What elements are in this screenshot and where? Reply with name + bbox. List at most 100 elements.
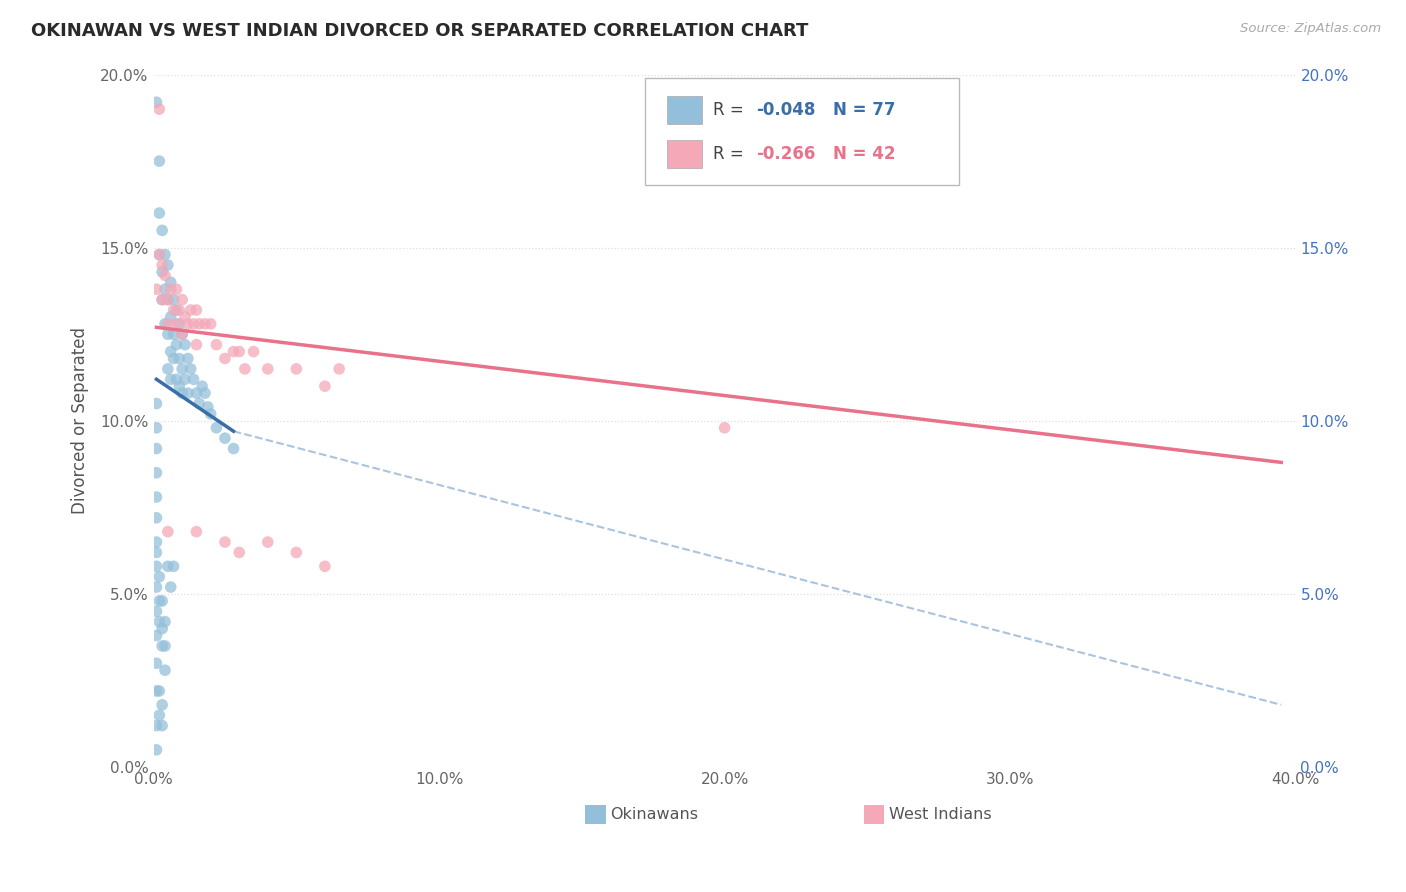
Point: [145, 396, 167, 410]
Point: [145, 490, 167, 504]
Point: [174, 337, 197, 351]
Point: [153, 639, 176, 653]
Point: [172, 293, 194, 307]
Point: [150, 594, 173, 608]
Point: [256, 535, 278, 549]
Point: [153, 282, 176, 296]
Text: -0.266: -0.266: [756, 145, 815, 162]
Bar: [668, 140, 702, 168]
Point: [177, 386, 200, 401]
Point: [172, 362, 194, 376]
Point: [148, 247, 170, 261]
Point: [162, 327, 184, 342]
Point: [150, 293, 173, 307]
Text: Okinawans: Okinawans: [610, 806, 699, 822]
Point: [186, 386, 208, 401]
Point: [145, 421, 167, 435]
Point: [159, 275, 181, 289]
Point: [228, 344, 250, 359]
Point: [153, 317, 176, 331]
Point: [145, 580, 167, 594]
Point: [177, 351, 200, 366]
Point: [172, 386, 194, 401]
Y-axis label: Divorced or Separated: Divorced or Separated: [72, 327, 89, 515]
Point: [145, 95, 167, 110]
Point: [150, 639, 173, 653]
Point: [145, 743, 167, 757]
Bar: [863, 805, 884, 824]
Point: [228, 545, 250, 559]
Point: [174, 310, 197, 324]
Point: [145, 629, 167, 643]
Point: [148, 154, 170, 169]
Point: [159, 372, 181, 386]
Point: [314, 379, 336, 393]
Text: OKINAWAN VS WEST INDIAN DIVORCED OR SEPARATED CORRELATION CHART: OKINAWAN VS WEST INDIAN DIVORCED OR SEPA…: [31, 22, 808, 40]
Point: [242, 344, 264, 359]
Point: [328, 362, 350, 376]
Point: [188, 317, 211, 331]
Point: [180, 362, 202, 376]
Point: [165, 317, 187, 331]
Point: [180, 303, 202, 318]
Point: [200, 407, 222, 421]
Point: [156, 559, 179, 574]
Point: [169, 379, 191, 393]
Point: [148, 684, 170, 698]
Point: [150, 718, 173, 732]
Text: -0.048: -0.048: [756, 101, 815, 119]
Point: [162, 559, 184, 574]
Point: [148, 708, 170, 723]
Text: N = 42: N = 42: [834, 145, 896, 162]
Point: [172, 327, 194, 342]
Point: [256, 362, 278, 376]
Point: [156, 293, 179, 307]
Point: [214, 431, 236, 445]
Point: [159, 344, 181, 359]
Point: [148, 594, 170, 608]
Point: [186, 337, 208, 351]
Point: [145, 466, 167, 480]
Point: [165, 372, 187, 386]
Point: [156, 524, 179, 539]
Point: [222, 344, 245, 359]
Bar: [585, 805, 606, 824]
Point: [145, 535, 167, 549]
Point: [162, 303, 184, 318]
Point: [148, 247, 170, 261]
Point: [148, 615, 170, 629]
Point: [145, 545, 167, 559]
Point: [153, 268, 176, 283]
Point: [169, 351, 191, 366]
Point: [145, 684, 167, 698]
Point: [222, 442, 245, 456]
Point: [314, 559, 336, 574]
Point: [183, 317, 205, 331]
FancyBboxPatch shape: [644, 78, 959, 186]
Point: [156, 258, 179, 272]
Point: [186, 524, 208, 539]
Point: [205, 337, 228, 351]
Point: [159, 310, 181, 324]
Point: [200, 317, 222, 331]
Point: [191, 379, 214, 393]
Point: [148, 206, 170, 220]
Point: [713, 421, 735, 435]
Point: [148, 102, 170, 116]
Point: [153, 247, 176, 261]
Point: [145, 442, 167, 456]
Point: [233, 362, 256, 376]
Point: [183, 372, 205, 386]
Text: West Indians: West Indians: [889, 806, 991, 822]
Text: N = 77: N = 77: [834, 101, 896, 119]
Point: [194, 317, 217, 331]
Point: [214, 535, 236, 549]
Point: [156, 362, 179, 376]
Point: [156, 293, 179, 307]
Point: [162, 293, 184, 307]
Point: [174, 372, 197, 386]
Point: [145, 604, 167, 618]
Point: [205, 421, 228, 435]
Point: [169, 303, 191, 318]
Point: [150, 622, 173, 636]
